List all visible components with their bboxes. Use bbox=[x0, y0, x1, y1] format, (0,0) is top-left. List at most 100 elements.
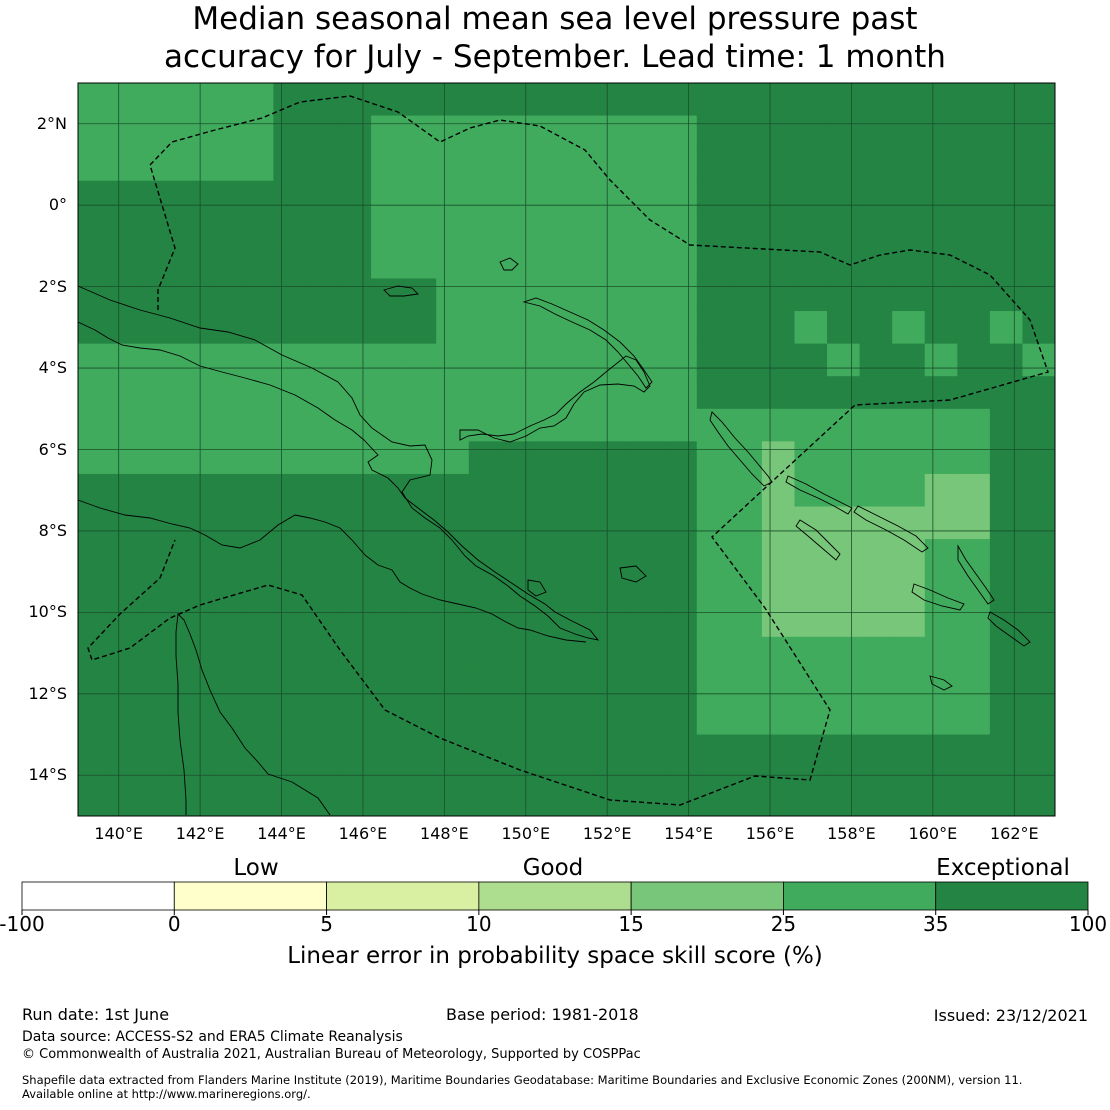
skill-cell bbox=[110, 441, 144, 475]
skill-cell bbox=[273, 180, 307, 214]
skill-cell bbox=[664, 604, 698, 638]
skill-cell bbox=[827, 408, 861, 442]
skill-cell bbox=[436, 441, 470, 475]
lat-label: 8°S bbox=[38, 520, 67, 540]
skill-cell bbox=[566, 506, 600, 540]
skill-cell bbox=[436, 278, 470, 312]
skill-cell bbox=[305, 311, 340, 345]
skill-cell bbox=[533, 376, 567, 410]
skill-cell bbox=[533, 636, 567, 670]
skill-cell bbox=[175, 115, 209, 149]
skill-cell bbox=[273, 343, 307, 377]
skill-cell bbox=[403, 799, 437, 817]
skill-cell bbox=[696, 311, 730, 345]
skill-cell bbox=[436, 539, 470, 573]
coast-png-south bbox=[77, 499, 587, 643]
skill-cell bbox=[533, 767, 567, 801]
coast-malaita bbox=[957, 544, 995, 605]
skill-cell bbox=[501, 213, 535, 247]
skill-cell bbox=[696, 278, 730, 312]
skill-cell bbox=[599, 799, 633, 817]
skill-cell bbox=[957, 767, 991, 801]
skill-cell bbox=[338, 734, 372, 768]
skill-cell bbox=[533, 213, 567, 247]
skill-cell bbox=[794, 83, 828, 117]
skill-cell bbox=[240, 604, 274, 638]
lon-label: 162°E bbox=[989, 824, 1039, 843]
skill-cell bbox=[859, 441, 893, 475]
skill-cell bbox=[1022, 376, 1056, 410]
skill-cell bbox=[403, 441, 437, 475]
skill-cell bbox=[631, 636, 665, 670]
skill-cell bbox=[664, 343, 698, 377]
skill-cell bbox=[403, 408, 437, 442]
colorbar-segment bbox=[21, 881, 175, 911]
skill-cell bbox=[729, 571, 763, 605]
skill-cell bbox=[892, 213, 926, 247]
skill-cell bbox=[794, 636, 828, 670]
skill-cell bbox=[599, 83, 633, 117]
skill-cell bbox=[143, 539, 177, 573]
skill-cell bbox=[468, 636, 502, 670]
skill-cell bbox=[924, 83, 958, 117]
skill-cell bbox=[566, 408, 600, 442]
skill-cell bbox=[468, 473, 502, 508]
skill-cell bbox=[599, 767, 633, 801]
skill-cell bbox=[664, 213, 698, 247]
skill-cell bbox=[599, 473, 633, 508]
skill-cell bbox=[240, 734, 274, 768]
skill-cell bbox=[989, 376, 1023, 410]
skill-cell bbox=[143, 180, 177, 214]
skill-cell bbox=[371, 701, 405, 736]
skill-cell bbox=[501, 571, 535, 605]
skill-cell bbox=[533, 473, 567, 508]
skill-cell bbox=[989, 571, 1023, 605]
skill-cell bbox=[696, 213, 730, 247]
skill-cell bbox=[989, 669, 1023, 703]
skill-cell bbox=[989, 799, 1023, 817]
skill-cell bbox=[827, 278, 861, 312]
skill-cell bbox=[110, 213, 144, 247]
skill-cell bbox=[1022, 701, 1056, 736]
skill-cell bbox=[273, 701, 307, 736]
skill-cell bbox=[729, 506, 763, 540]
skill-cell bbox=[631, 213, 665, 247]
skill-cell bbox=[273, 213, 307, 247]
skill-cell bbox=[305, 115, 340, 149]
skill-cell bbox=[175, 408, 209, 442]
skill-cell bbox=[468, 343, 502, 377]
skill-cell bbox=[924, 767, 958, 801]
skill-cell bbox=[664, 115, 698, 149]
skill-cell bbox=[924, 115, 958, 149]
skill-cell bbox=[436, 571, 470, 605]
skill-cell bbox=[794, 148, 828, 182]
skill-cell bbox=[240, 180, 274, 214]
skill-cell bbox=[664, 148, 698, 182]
skill-cell bbox=[78, 311, 112, 345]
coast-new-ireland bbox=[522, 297, 653, 389]
skill-cell bbox=[501, 734, 535, 768]
skill-cell bbox=[468, 441, 502, 475]
skill-cell bbox=[501, 441, 535, 475]
skill-cell bbox=[664, 473, 698, 508]
skill-cell bbox=[989, 767, 1023, 801]
skill-cell bbox=[761, 571, 795, 605]
skill-cell bbox=[338, 148, 372, 182]
skill-cell bbox=[1022, 669, 1056, 703]
skill-cell bbox=[566, 278, 600, 312]
skill-cell bbox=[924, 701, 958, 736]
skill-cell bbox=[468, 180, 502, 214]
skill-cell bbox=[143, 441, 177, 475]
skill-cell bbox=[827, 245, 861, 279]
skill-cell bbox=[664, 539, 698, 573]
map-gridlines bbox=[78, 83, 1055, 816]
skill-cell bbox=[696, 571, 730, 605]
skill-cell bbox=[729, 115, 763, 149]
skill-cell bbox=[403, 213, 437, 247]
skill-cell bbox=[729, 539, 763, 573]
skill-cell bbox=[273, 799, 307, 817]
skill-cell bbox=[859, 213, 893, 247]
skill-cell bbox=[566, 539, 600, 573]
skill-cell bbox=[1022, 245, 1056, 279]
skill-cell bbox=[664, 278, 698, 312]
